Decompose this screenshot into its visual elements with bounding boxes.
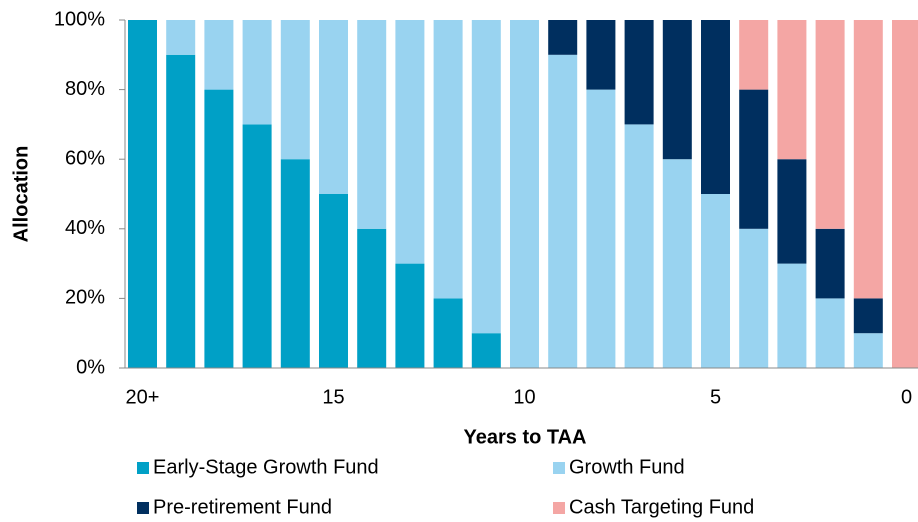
bar-segment xyxy=(586,20,616,90)
bar-segment xyxy=(204,89,234,368)
bar-segment xyxy=(815,20,845,229)
y-tick-label: 20% xyxy=(65,287,105,309)
x-tick-label: 10 xyxy=(513,386,535,408)
legend-label: Growth Fund xyxy=(569,456,685,478)
x-tick-label: 20+ xyxy=(126,386,160,408)
bar-segment xyxy=(548,20,578,55)
x-tick-label: 0 xyxy=(901,386,912,408)
x-tick-label: 15 xyxy=(322,386,344,408)
bar-segment xyxy=(204,20,234,90)
x-tick-label: 5 xyxy=(710,386,721,408)
bar-segment xyxy=(662,20,692,160)
bar-segment xyxy=(586,89,616,368)
legend-swatch xyxy=(553,462,565,474)
bar-segment xyxy=(319,194,348,368)
bar-segment xyxy=(242,124,272,369)
legend-swatch xyxy=(137,462,149,474)
bar-segment xyxy=(853,20,883,299)
y-tick-label: 40% xyxy=(65,217,105,239)
bar-segment xyxy=(166,54,196,369)
bar-segment xyxy=(471,20,501,334)
bar-segment xyxy=(777,20,807,160)
bar-segment xyxy=(624,20,654,125)
y-tick-label: 100% xyxy=(54,8,105,30)
bar-segment xyxy=(395,263,425,368)
bar-segment xyxy=(777,159,807,264)
legend-swatch xyxy=(137,502,149,514)
bar-segment xyxy=(395,20,425,264)
legend-label: Early-Stage Growth Fund xyxy=(153,456,379,478)
bar-segment xyxy=(280,20,310,160)
bar-segment xyxy=(853,333,883,368)
bar-segment xyxy=(357,228,387,368)
bar-segment xyxy=(853,298,883,334)
bar-segment xyxy=(242,20,272,125)
bar-segment xyxy=(662,159,692,368)
bar-segment xyxy=(128,20,157,368)
legend-label: Pre-retirement Fund xyxy=(153,496,332,518)
y-tick-label: 60% xyxy=(65,147,105,169)
bar-segment xyxy=(433,20,463,299)
bar-segment xyxy=(624,124,654,369)
legend-swatch xyxy=(553,502,565,514)
bar-segment xyxy=(739,89,769,229)
bar-segment xyxy=(510,20,539,368)
bar-segment xyxy=(701,194,730,368)
bar-segment xyxy=(739,20,769,90)
y-tick-label: 80% xyxy=(65,78,105,100)
bar-segment xyxy=(471,333,501,368)
bar-segment xyxy=(280,159,310,368)
bar-segment xyxy=(739,228,769,368)
legend-label: Cash Targeting Fund xyxy=(569,496,754,518)
bar-segment xyxy=(701,20,730,194)
y-tick-label: 0% xyxy=(76,356,105,378)
bar-segment xyxy=(166,20,196,55)
bar-segment xyxy=(892,20,918,368)
bar-segment xyxy=(433,298,463,368)
bar-segment xyxy=(815,298,845,368)
y-axis-title: Allocation xyxy=(10,146,32,243)
x-axis-title: Years to TAA xyxy=(464,426,587,448)
bar-segment xyxy=(815,228,845,299)
bar-segment xyxy=(357,20,387,229)
bar-segment xyxy=(777,263,807,368)
bar-segment xyxy=(548,54,578,369)
bar-segment xyxy=(319,20,348,194)
